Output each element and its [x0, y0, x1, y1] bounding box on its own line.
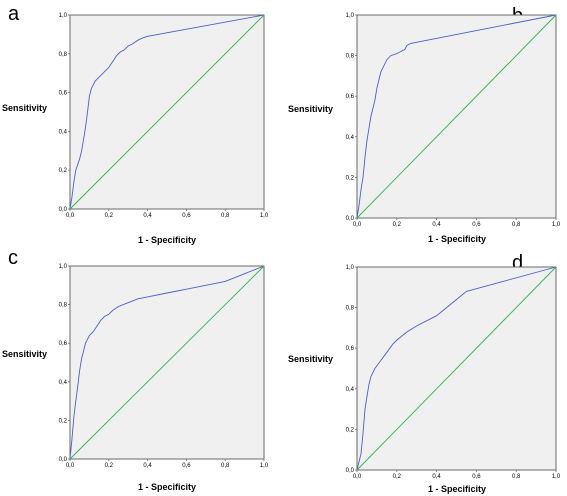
- y-tick-label: 0,0: [59, 207, 68, 213]
- y-tick-label: 0,0: [346, 468, 355, 474]
- y-tick-label: 0,6: [346, 94, 355, 100]
- panel-label: d: [512, 252, 523, 274]
- reference-line: [356, 14, 557, 219]
- roc-panel-c: c 0,00,0 0,2 0,2 0,4 0,4 0,6 0,6 0,8 0,8 1,0 1,0 Sen…: [2, 247, 269, 492]
- y-tick-label: 0,6: [59, 91, 68, 97]
- x-tick-label: 0,8: [221, 463, 230, 469]
- x-tick-label: 0,2: [105, 463, 114, 469]
- x-tick-label: 0,0: [66, 213, 75, 219]
- y-tick-label: 1,0: [59, 13, 68, 19]
- x-tick-label: 0,6: [472, 222, 481, 228]
- y-tick-label: 0,4: [59, 380, 68, 386]
- reference-line: [69, 265, 265, 460]
- x-tick-label: 1,0: [552, 222, 561, 228]
- x-tick-label: 0,8: [512, 222, 521, 228]
- x-axis-label: 1 - Specificity: [428, 484, 486, 494]
- x-tick-label: 0,8: [512, 474, 521, 480]
- y-tick-label: 1,0: [346, 265, 355, 271]
- y-tick-label: 0,2: [346, 175, 355, 181]
- x-tick-label: 1,0: [552, 474, 561, 480]
- x-tick-label: 0,4: [432, 222, 441, 228]
- roc-panel-a: a 0,00,0 0,2 0,2 0,4 0,4 0,6 0,6 0,8 0,8 1,0 1,0 Sen…: [2, 3, 269, 245]
- y-tick-label: 0,2: [59, 168, 68, 174]
- roc-curve: [356, 266, 557, 471]
- roc-curve: [69, 14, 265, 210]
- y-tick-label: 0,8: [59, 303, 68, 309]
- x-tick-label: 0,2: [393, 222, 402, 228]
- y-tick-label: 0,4: [59, 129, 68, 135]
- x-tick-label: 1,0: [260, 213, 269, 219]
- y-axis-label: Sensitivity: [2, 349, 47, 359]
- y-axis-label: Sensitivity: [2, 103, 47, 113]
- x-tick-label: 0,0: [66, 463, 75, 469]
- x-axis-label: 1 - Specificity: [138, 482, 196, 492]
- x-tick-label: 0,4: [432, 474, 441, 480]
- y-tick-label: 0,4: [346, 387, 355, 393]
- roc-curve: [69, 265, 265, 460]
- y-axis-label: Sensitivity: [288, 354, 333, 364]
- y-tick-label: 0,6: [346, 346, 355, 352]
- y-tick-label: 0,0: [59, 457, 68, 463]
- reference-line: [69, 14, 265, 210]
- x-tick-label: 0,6: [182, 463, 191, 469]
- roc-curve: [356, 14, 557, 219]
- x-tick-label: 0,2: [393, 474, 402, 480]
- x-tick-label: 0,4: [143, 213, 152, 219]
- x-tick-label: 0,4: [143, 463, 152, 469]
- y-axis-label: Sensitivity: [288, 104, 333, 114]
- roc-panel-b: b0,00,00,20,20,40,40,60,60,80,81,01,0Sen…: [288, 5, 561, 244]
- y-tick-label: 1,0: [59, 264, 68, 270]
- y-tick-label: 0,6: [59, 341, 68, 347]
- x-tick-label: 0,2: [105, 213, 114, 219]
- panel-label: c: [8, 247, 18, 269]
- x-tick-label: 0,8: [221, 213, 230, 219]
- x-axis-label: 1 - Specificity: [428, 234, 486, 244]
- x-axis-label: 1 - Specificity: [138, 235, 196, 245]
- y-tick-label: 0,4: [346, 135, 355, 141]
- y-tick-label: 0,0: [346, 216, 355, 222]
- x-tick-label: 0,0: [353, 222, 362, 228]
- x-tick-label: 0,0: [353, 474, 362, 480]
- x-tick-label: 0,6: [472, 474, 481, 480]
- x-tick-label: 0,6: [182, 213, 191, 219]
- y-tick-label: 1,0: [346, 13, 355, 19]
- y-tick-label: 0,8: [59, 52, 68, 58]
- x-tick-label: 1,0: [260, 463, 269, 469]
- roc-panel-d: d 0,00,0 0,2 0,2 0,4 0,4 0,6 0,6 0,8 0,8 1,0 1,0 Sen…: [288, 252, 561, 494]
- panel-label: a: [8, 3, 20, 25]
- y-tick-label: 0,2: [346, 427, 355, 433]
- y-tick-label: 0,8: [346, 54, 355, 60]
- y-tick-label: 0,8: [346, 306, 355, 312]
- reference-line: [356, 266, 557, 471]
- y-tick-label: 0,2: [59, 418, 68, 424]
